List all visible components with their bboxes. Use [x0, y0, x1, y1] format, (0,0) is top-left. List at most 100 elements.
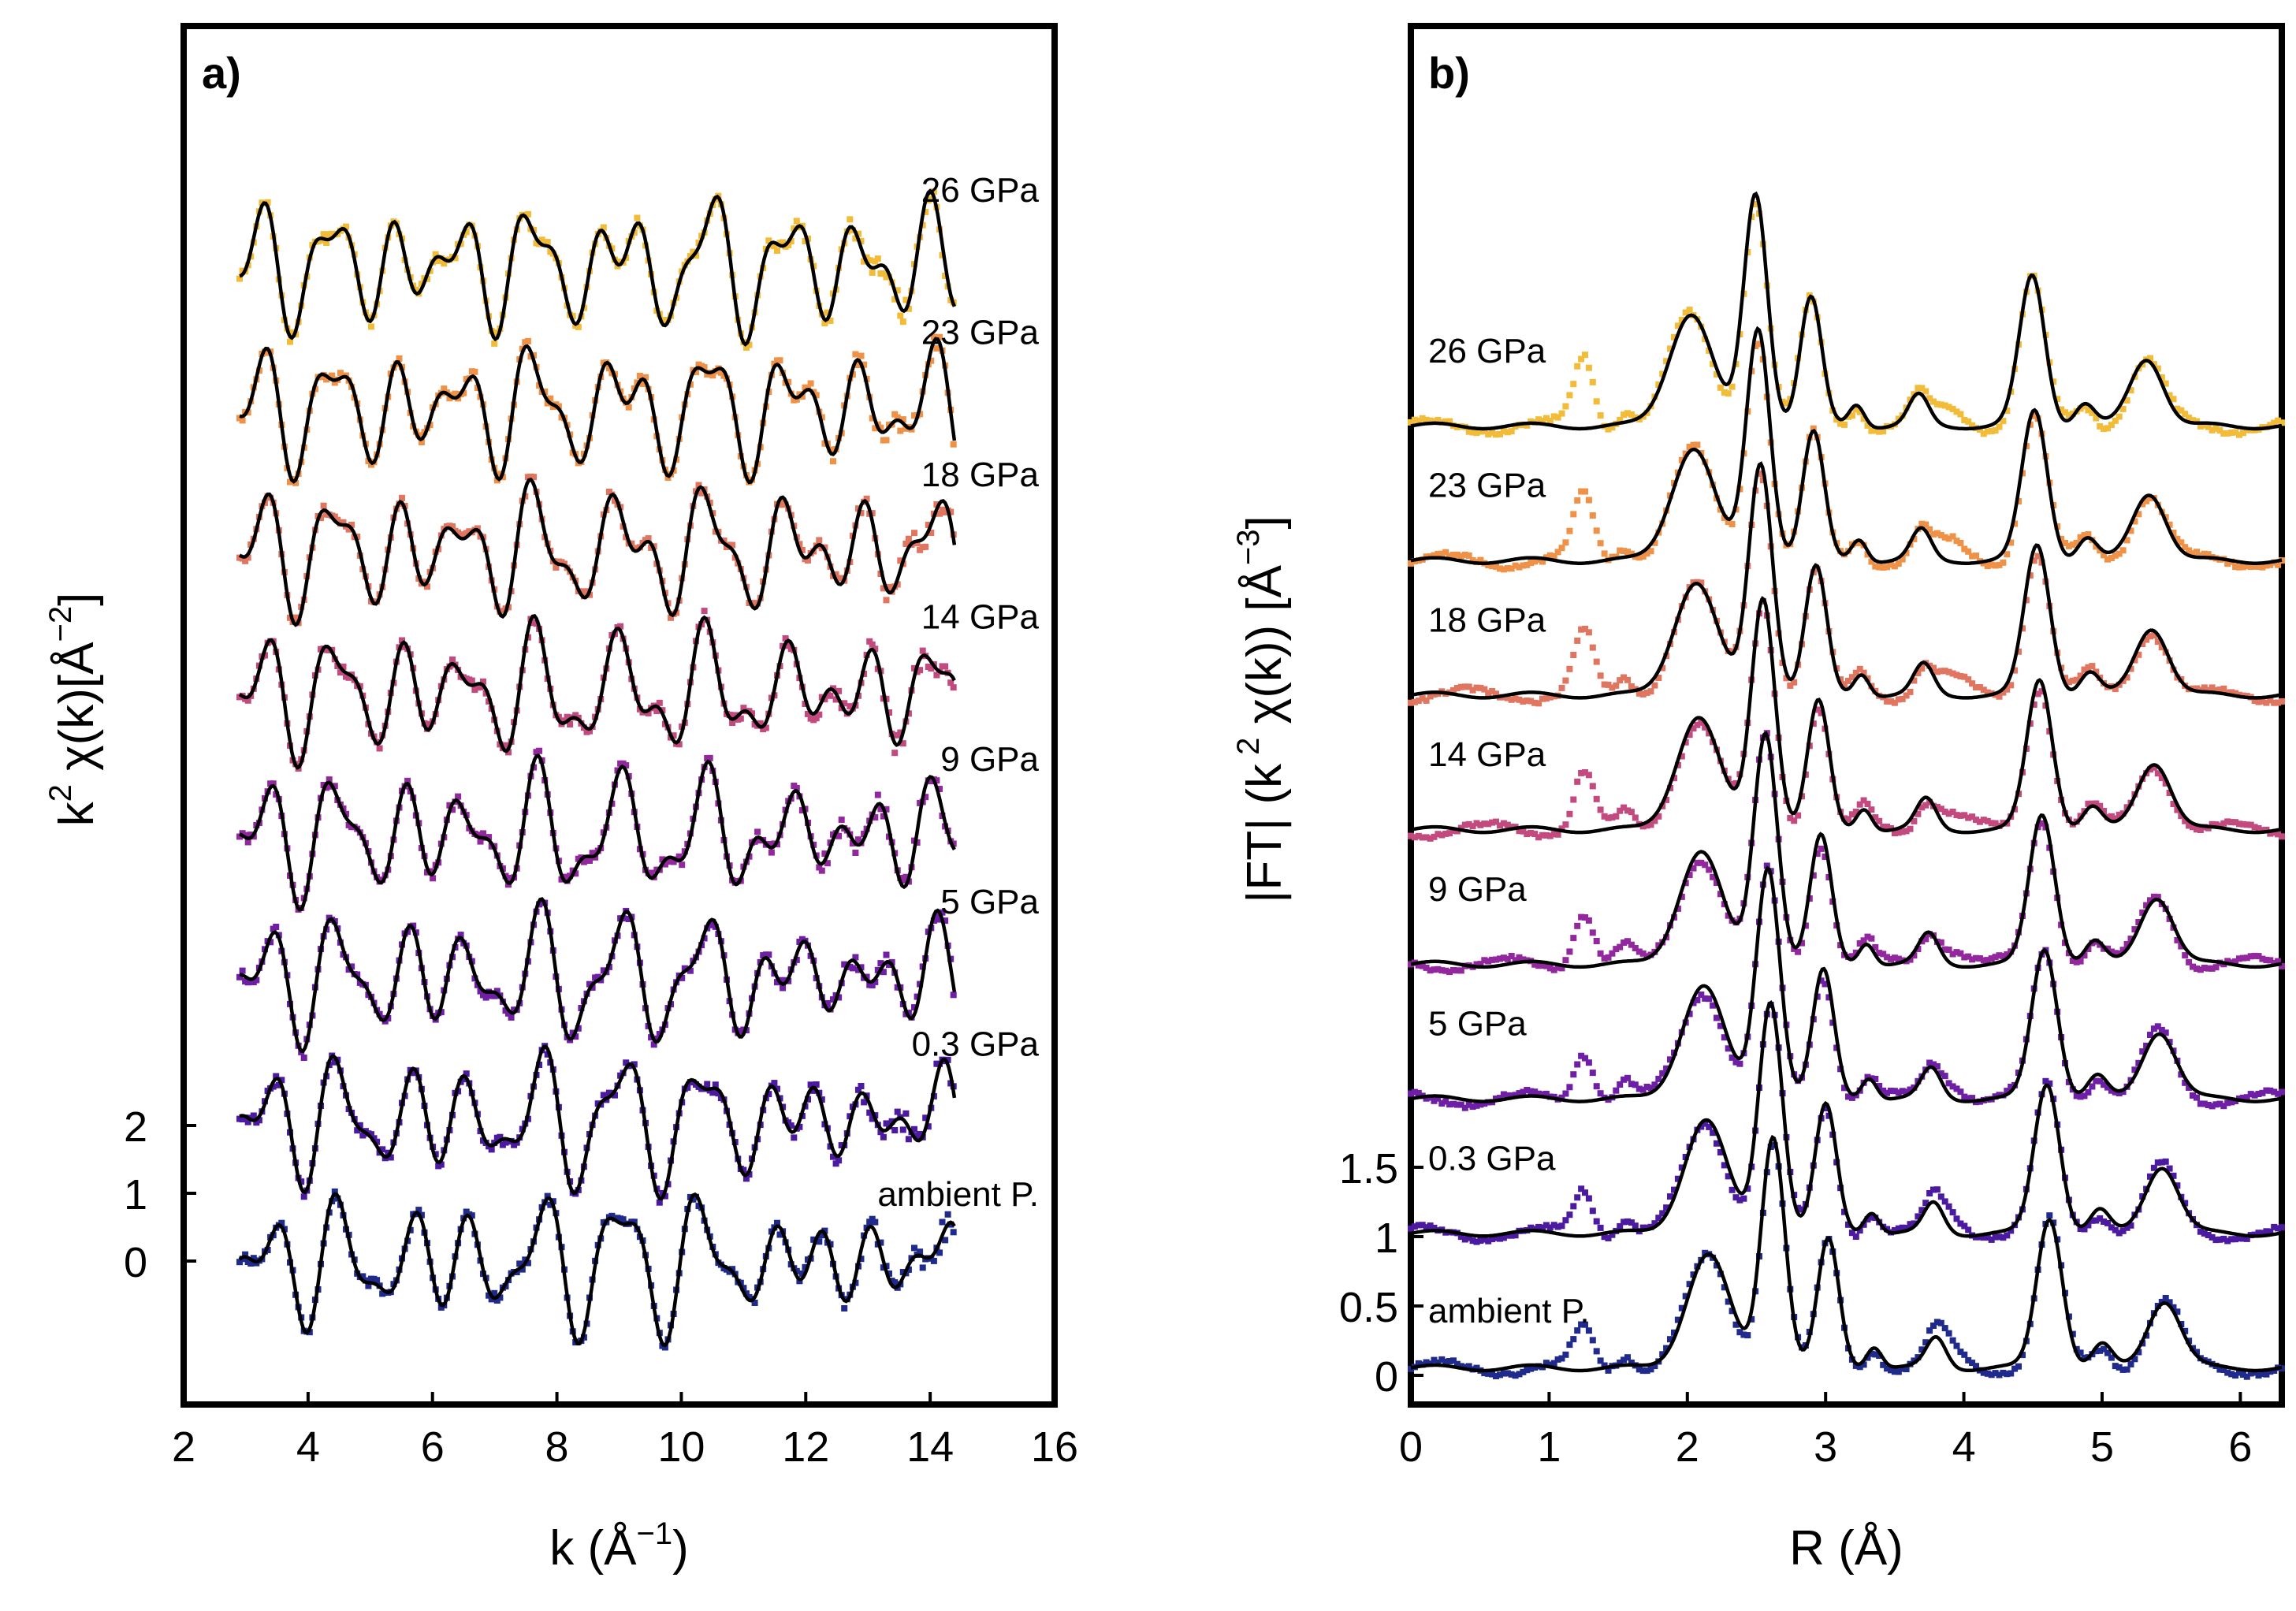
panel-b-data-point: [1980, 430, 1987, 437]
panel-a-data-point: [273, 924, 280, 930]
panel-b-data-point: [2271, 1088, 2278, 1096]
panel-b-data-point: [2147, 355, 2153, 362]
panel-a-data-point: [830, 996, 836, 1003]
panel-b-data-point: [1953, 672, 1960, 679]
panel-b-series-label: 9 GPa: [1428, 870, 1527, 909]
panel-a-data-point: [661, 1344, 668, 1351]
panel-b-data-point: [2004, 1232, 2011, 1239]
panel-b-data-point: [2077, 958, 2084, 965]
panel-b-data-point: [2232, 429, 2239, 436]
panel-b-data-point: [1520, 562, 1527, 569]
panel-a-data-point: [715, 1090, 722, 1097]
panel-a-data-point: [933, 345, 940, 352]
panel-b-data-point: [1825, 994, 1833, 1001]
panel-b-data-point: [2081, 952, 2088, 959]
panel-a-data-point: [701, 608, 708, 615]
panel-b-data-point: [2279, 1224, 2285, 1231]
panel-b-data-point: [1609, 1231, 1616, 1238]
panel-b-data-point: [2182, 544, 2189, 551]
panel-b-data-point: [1497, 430, 1503, 437]
panel-b-data-point: [1628, 1360, 1635, 1366]
panel-b-data-point: [2034, 553, 2041, 560]
panel-b-data-point: [1473, 820, 1480, 827]
panel-a-data-point: [737, 715, 744, 722]
panel-b-data-point: [2243, 1094, 2250, 1101]
panel-a-data-point: [813, 392, 820, 399]
panel-b-data-point: [2147, 633, 2153, 640]
panel-a-data-point: [888, 1118, 895, 1125]
panel-b-data-point: [1729, 780, 1736, 787]
panel-b-data-point: [1542, 1360, 1550, 1367]
panel-b-data-point: [1961, 673, 1968, 680]
panel-b-data-point: [2259, 1371, 2266, 1378]
panel-a-data-point: [278, 1077, 285, 1084]
panel-b-data-point: [2271, 699, 2278, 706]
panel-b-data-point: [1667, 1193, 1673, 1200]
panel-b-data-point: [2004, 551, 2011, 558]
panel-b-data-point: [1876, 950, 1883, 957]
panel-b-data-point: [1953, 408, 1960, 415]
panel-b-data-point: [1593, 795, 1600, 802]
panel-b-data-point: [1423, 964, 1430, 971]
panel-a-data-point: [780, 984, 787, 992]
panel-b-data-point: [2251, 698, 2258, 704]
panel-b-x-tick-label: 6: [2228, 1423, 2252, 1471]
panel-b-data-point: [1582, 914, 1588, 921]
panel-a-data-point: [905, 305, 912, 312]
panel-a-data-point: [275, 1081, 282, 1088]
panel-a-data-point: [628, 540, 635, 547]
panel-b-data-point: [1512, 695, 1519, 702]
panel-a-data-point: [399, 637, 405, 644]
panel-a-data-point: [687, 967, 694, 974]
panel-b-data-point: [2220, 1103, 2227, 1110]
panel-a-data-point: [264, 199, 271, 206]
panel-b-data-point: [1864, 1216, 1871, 1223]
panel-b-data-point: [1485, 820, 1492, 828]
panel-b-data-point: [1973, 954, 1979, 962]
panel-b-data-point: [1880, 564, 1887, 571]
panel-b-data-point: [1485, 562, 1492, 569]
panel-b-data-point: [1465, 820, 1472, 828]
panel-b-data-point: [2251, 952, 2258, 959]
panel-b-data-point: [1546, 418, 1554, 424]
panel-b-data-point: [1957, 812, 1964, 819]
panel-b-data-point: [1822, 1105, 1829, 1112]
panel-b-data-point: [1574, 1327, 1581, 1334]
panel-b-data-point: [2178, 407, 2185, 414]
panel-b-data-point: [1465, 1101, 1472, 1108]
panel-b-data-point: [1427, 967, 1434, 974]
panel-b-data-point: [1915, 385, 1922, 392]
panel-b-data-point: [2236, 1369, 2242, 1376]
panel-b-data-point: [1531, 1364, 1539, 1371]
panel-b-data-point: [2000, 559, 2007, 566]
panel-b-data-point: [1481, 686, 1488, 693]
panel-a-data-point: [933, 912, 940, 919]
panel-b-data-point: [2143, 902, 2150, 909]
panel-a-data-point: [944, 1056, 951, 1063]
panel-b-data-point: [1895, 1089, 1902, 1096]
panel-b-data-point: [1996, 1371, 2003, 1378]
panel-b-data-point: [1550, 553, 1557, 560]
panel-b-data-point: [1864, 422, 1871, 429]
panel-b-data-point: [1493, 563, 1499, 570]
panel-b-data-point: [1848, 811, 1855, 818]
panel-a-data-point: [933, 777, 940, 784]
panel-b-data-point: [1546, 965, 1554, 972]
panel-b-data-point: [1787, 682, 1794, 689]
panel-b-data-point: [1512, 1372, 1519, 1379]
panel-b-data-point: [1621, 939, 1628, 946]
panel-b-data-point: [1864, 1354, 1871, 1361]
panel-b-data-point: [1888, 1088, 1894, 1094]
panel-a-data-point: [547, 1201, 554, 1208]
panel-b-data-point: [2186, 822, 2193, 829]
panel-b-data-point: [1969, 680, 1976, 687]
panel-b-data-point: [1473, 1238, 1480, 1245]
panel-a-data-point: [586, 858, 593, 864]
panel-b-data-point: [1667, 1056, 1673, 1063]
panel-b-data-point: [1431, 1097, 1438, 1104]
panel-b-data-point: [1531, 961, 1539, 968]
panel-b-data-point: [1655, 381, 1662, 388]
panel-a-data-point: [880, 1133, 887, 1140]
panel-b-data-point: [2073, 958, 2080, 965]
panel-b-data-point: [1663, 1065, 1670, 1072]
